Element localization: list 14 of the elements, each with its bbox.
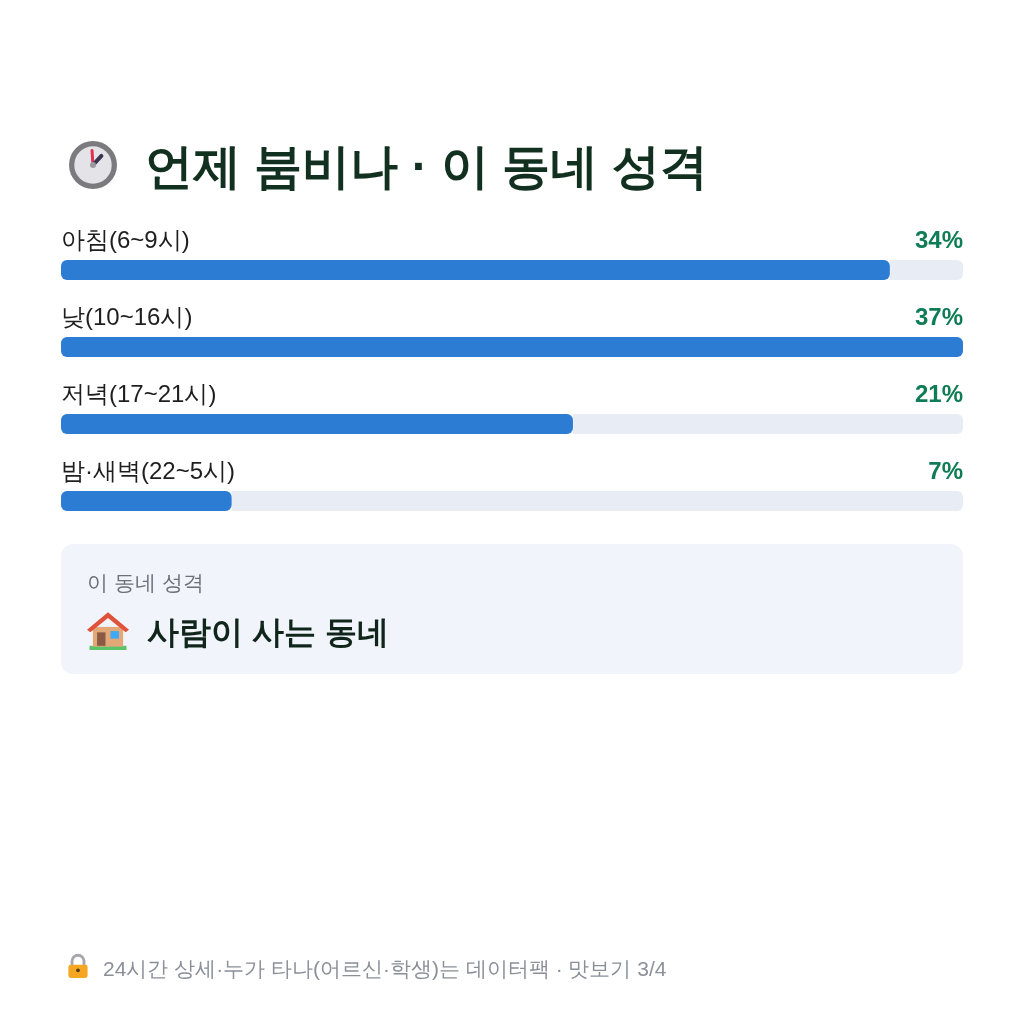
data-label: 21%: [914, 380, 963, 407]
data-label: 34%: [914, 226, 963, 253]
y-tick-label: 낮(10~16시): [61, 303, 193, 330]
y-tick-label: 밤·새벽(22~5시): [61, 457, 236, 484]
bar: [61, 491, 232, 511]
y-tick-label: 저녁(17~21시): [61, 380, 217, 407]
data-label: 7%: [928, 457, 963, 484]
text: 24시간 상세·누가 타나(어르신·학생)는 데이터팩 · 맛보기 3/4: [103, 957, 667, 980]
y-tick-label: 아침(6~9시): [61, 226, 190, 253]
bar: [61, 337, 963, 357]
chart-title: 언제 붐비나 · 이 동네 성격: [145, 140, 708, 193]
data-label: 37%: [914, 303, 963, 330]
text: 이 동네 성격: [87, 571, 204, 594]
text: 사람이 사는 동네: [147, 614, 389, 650]
